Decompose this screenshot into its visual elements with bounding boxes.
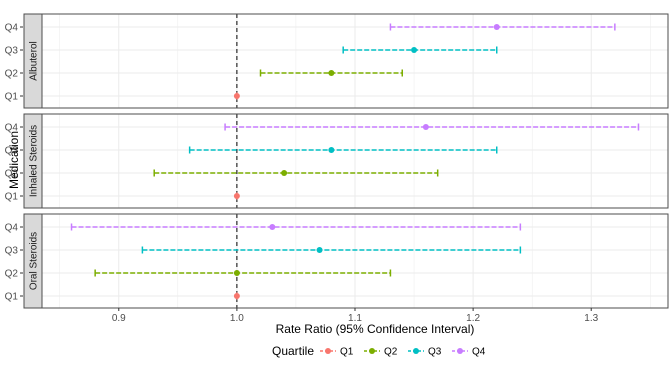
y-tick-label: Q2 xyxy=(5,69,19,80)
y-tick-label: Q2 xyxy=(5,269,19,280)
panel-inhaled-steroids: Inhaled Steroids Q1 Q2 Q3 Q4 xyxy=(5,113,669,209)
legend-key-point xyxy=(413,348,419,354)
x-axis: 0.9 1.0 1.1 1.2 1.3 xyxy=(112,308,599,324)
y-tick-label: Q4 xyxy=(5,23,19,34)
series-q2-row xyxy=(94,269,392,277)
legend-label: Q2 xyxy=(384,347,398,358)
legend-label: Q1 xyxy=(340,347,354,358)
point-estimate xyxy=(328,147,335,153)
panels-layer: Albuterol Q1 Q2 Q3 Q4 Inhaled Steroids Q1 Q2 Q3 Q… xyxy=(5,13,669,309)
legend-key-point xyxy=(457,348,463,354)
series-q3-row xyxy=(342,46,498,54)
y-tick-label: Q3 xyxy=(5,246,19,257)
point-estimate xyxy=(233,293,240,299)
y-tick-label: Q2 xyxy=(5,169,19,180)
y-tick-label: Q3 xyxy=(5,146,19,157)
series-q1-row xyxy=(233,292,240,300)
panel-border xyxy=(41,13,669,109)
legend-key-point xyxy=(369,348,375,354)
x-tick-label: 0.9 xyxy=(112,313,126,324)
panel-oral-steroids: Oral Steroids Q1 Q2 Q3 Q4 xyxy=(5,213,669,309)
point-estimate xyxy=(233,93,240,99)
legend-title: Quartile xyxy=(272,344,314,358)
legend-item-q4: Q4 xyxy=(452,347,486,358)
series-q3-row xyxy=(188,146,498,154)
point-estimate xyxy=(281,170,288,176)
y-tick-label: Q1 xyxy=(5,292,19,303)
series-q4-row xyxy=(224,123,640,131)
point-estimate xyxy=(493,24,500,30)
legend-item-q2: Q2 xyxy=(364,347,398,358)
x-tick-label: 1.0 xyxy=(230,313,244,324)
point-estimate xyxy=(328,70,335,76)
legend-item-q3: Q3 xyxy=(408,347,442,358)
point-estimate xyxy=(233,193,240,199)
y-axis-title: Medication xyxy=(7,131,21,189)
point-estimate xyxy=(422,124,429,130)
series-q2-row xyxy=(259,69,403,77)
series-q1-row xyxy=(233,192,240,200)
point-estimate xyxy=(316,247,323,253)
legend-key-point xyxy=(325,348,331,354)
legend: Quartile Q1 Q2 Q3 Q4 xyxy=(272,344,486,358)
panel-strip-label: Inhaled Steroids xyxy=(29,125,40,197)
x-tick-label: 1.3 xyxy=(584,313,598,324)
panel-strip-label: Albuterol xyxy=(29,41,40,80)
x-tick-label: 1.1 xyxy=(348,313,362,324)
series-q4-row xyxy=(389,23,616,31)
series-q4-row xyxy=(70,223,522,231)
legend-item-q1: Q1 xyxy=(320,347,354,358)
panel-albuterol: Albuterol Q1 Q2 Q3 Q4 xyxy=(5,13,669,109)
point-estimate xyxy=(233,270,240,276)
legend-label: Q3 xyxy=(428,347,442,358)
series-q3-row xyxy=(141,246,522,254)
point-estimate xyxy=(269,224,276,230)
legend-label: Q4 xyxy=(472,347,486,358)
x-tick-label: 1.2 xyxy=(466,313,480,324)
x-axis-title: Rate Ratio (95% Confidence Interval) xyxy=(276,322,475,336)
point-estimate xyxy=(411,47,418,53)
y-tick-label: Q3 xyxy=(5,46,19,57)
y-tick-label: Q1 xyxy=(5,92,19,103)
series-q2-row xyxy=(153,169,439,177)
y-tick-label: Q1 xyxy=(5,192,19,203)
y-tick-label: Q4 xyxy=(5,223,19,234)
series-q1-row xyxy=(233,92,240,100)
panel-strip-label: Oral Steroids xyxy=(29,232,40,290)
y-tick-label: Q4 xyxy=(5,123,19,134)
panel-border xyxy=(41,113,669,209)
